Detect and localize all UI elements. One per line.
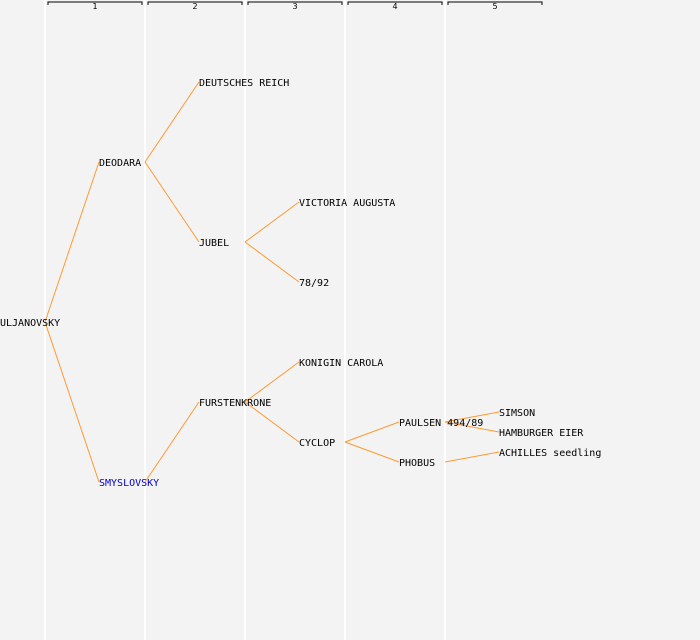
edge-paulsen-494-89-to-hamburger-eier bbox=[444, 421, 500, 433]
node-uljanovsky[interactable]: ULJANOVSKY bbox=[0, 318, 60, 329]
edge-uljanovsky-to-deodara bbox=[44, 161, 100, 323]
edge-jubel-to-victoria-augusta bbox=[244, 201, 300, 243]
node-phobus[interactable]: PHOBUS bbox=[399, 458, 435, 469]
edge-furstenkrone-to-konigin-carola bbox=[244, 361, 300, 403]
generation-header-4: 4 bbox=[347, 1, 443, 11]
generation-number: 4 bbox=[392, 2, 397, 11]
edge-cyclop-to-phobus bbox=[344, 441, 400, 463]
edge-cyclop-to-paulsen-494-89 bbox=[344, 421, 400, 443]
node-simson[interactable]: SIMSON bbox=[499, 408, 535, 419]
generation-bracket bbox=[447, 1, 543, 5]
pedigree-nodes: ULJANOVSKY DEODARA SMYSLOVSKY DEUTSCHES REI… bbox=[0, 78, 601, 489]
pedigree-edges bbox=[44, 81, 500, 483]
generation-number: 1 bbox=[92, 2, 97, 11]
node-deodara[interactable]: DEODARA bbox=[99, 158, 141, 169]
edge-deodara-to-jubel bbox=[144, 161, 200, 243]
generation-header-3: 3 bbox=[247, 1, 343, 11]
edge-smyslovsky-to-furstenkrone bbox=[144, 401, 200, 483]
generation-bracket bbox=[347, 1, 443, 5]
edge-paulsen-494-89-to-simson bbox=[444, 411, 500, 423]
edge-furstenkrone-to-cyclop bbox=[244, 401, 300, 443]
generation-headers: 1 2 3 4 5 bbox=[47, 1, 543, 11]
node-furstenkrone[interactable]: FURSTENKRONE bbox=[199, 398, 271, 409]
generation-number: 2 bbox=[192, 2, 197, 11]
node-deutsches-reich[interactable]: DEUTSCHES REICH bbox=[199, 78, 289, 89]
node-konigin-carola[interactable]: KONIGIN CAROLA bbox=[299, 358, 383, 369]
generation-number: 3 bbox=[292, 2, 297, 11]
column-separators bbox=[44, 0, 446, 640]
generation-number: 5 bbox=[492, 2, 497, 11]
node-78-92[interactable]: 78/92 bbox=[299, 278, 329, 289]
generation-bracket bbox=[247, 1, 343, 5]
edge-jubel-to-78-92 bbox=[244, 241, 300, 283]
node-cyclop[interactable]: CYCLOP bbox=[299, 438, 335, 449]
node-hamburger-eier[interactable]: HAMBURGER EIER bbox=[499, 428, 584, 439]
generation-header-2: 2 bbox=[147, 1, 243, 11]
generation-bracket bbox=[47, 1, 143, 5]
node-smyslovsky[interactable]: SMYSLOVSKY bbox=[99, 478, 159, 489]
edge-phobus-to-achilles-seedling bbox=[444, 451, 500, 463]
node-paulsen-494-89[interactable]: PAULSEN 494/89 bbox=[399, 418, 483, 429]
edge-deodara-to-deutsches-reich bbox=[144, 81, 200, 163]
edge-uljanovsky-to-smyslovsky bbox=[44, 321, 100, 483]
generation-header-1: 1 bbox=[47, 1, 143, 11]
node-achilles-seedling[interactable]: ACHILLES seedling bbox=[499, 448, 601, 459]
generation-bracket bbox=[147, 1, 243, 5]
node-jubel[interactable]: JUBEL bbox=[199, 238, 229, 249]
generation-header-5: 5 bbox=[447, 1, 543, 11]
node-victoria-augusta[interactable]: VICTORIA AUGUSTA bbox=[299, 198, 395, 209]
